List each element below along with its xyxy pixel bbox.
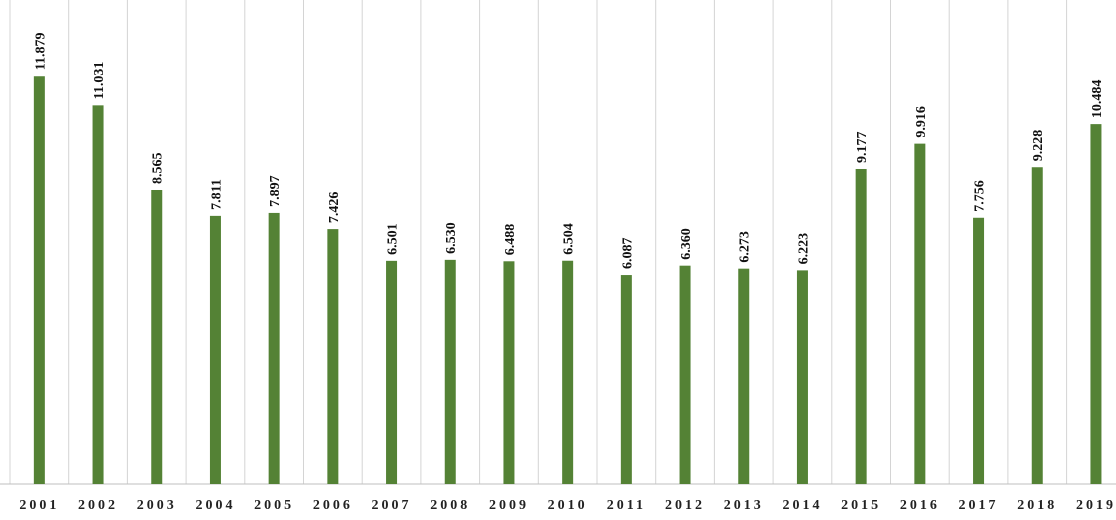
x-tick-label-2008: 2008 (430, 498, 470, 513)
bar-2019 (1090, 124, 1102, 484)
data-label-2005: 7.897 (268, 175, 283, 207)
bar-2012 (679, 265, 691, 484)
x-tick-label-2018: 2018 (1017, 498, 1057, 513)
data-label-2016: 9.916 (914, 106, 929, 138)
data-label-2017: 7.756 (973, 180, 988, 212)
data-label-2011: 6.087 (620, 238, 635, 270)
data-label-2007: 6.501 (386, 223, 401, 255)
x-tick-label-2001: 2001 (19, 498, 59, 513)
data-label-2013: 6.273 (738, 231, 753, 263)
data-label-2010: 6.504 (562, 223, 577, 255)
data-label-2014: 6.223 (796, 233, 811, 265)
bar-2017 (973, 217, 985, 484)
bar-2009 (503, 261, 515, 484)
bar-2010 (562, 260, 574, 484)
bar-2005 (268, 212, 280, 485)
bar-2018 (1031, 167, 1043, 485)
data-label-2012: 6.360 (679, 228, 694, 260)
data-label-2019: 10.484 (1090, 80, 1105, 119)
x-tick-label-2014: 2014 (782, 498, 822, 513)
data-label-2001: 11.879 (33, 33, 48, 71)
x-tick-label-2010: 2010 (548, 498, 588, 513)
x-tick-label-2005: 2005 (254, 498, 294, 513)
data-label-2018: 9.228 (1031, 130, 1046, 162)
x-tick-label-2002: 2002 (78, 498, 118, 513)
bar-2008 (444, 259, 456, 484)
x-tick-label-2016: 2016 (900, 498, 940, 513)
bar-2011 (620, 275, 632, 484)
x-tick-label-2009: 2009 (489, 498, 529, 513)
grid-lines (0, 0, 1116, 485)
x-tick-label-2012: 2012 (665, 498, 705, 513)
bar-2003 (151, 189, 163, 485)
bar-2002 (92, 105, 104, 485)
x-tick-label-2017: 2017 (959, 498, 999, 513)
x-axis-tick-labels: 2001 2002 2003 2004 2005 2006 2007 2008 2009 2010… (19, 498, 1116, 513)
x-tick-label-2004: 2004 (195, 498, 235, 513)
bars (33, 76, 1102, 485)
data-label-2002: 11.031 (92, 62, 107, 100)
x-tick-label-2013: 2013 (724, 498, 764, 513)
bar-2014 (796, 270, 808, 484)
x-tick-label-2007: 2007 (372, 498, 412, 513)
x-tick-label-2019: 2019 (1076, 498, 1116, 513)
x-tick-label-2011: 2011 (607, 498, 646, 513)
x-tick-label-2006: 2006 (313, 498, 353, 513)
bar-2013 (738, 268, 750, 484)
data-label-2015: 9.177 (855, 131, 870, 163)
x-tick-label-2015: 2015 (841, 498, 881, 513)
bar-2006 (327, 229, 339, 484)
data-labels: 11.879 11.031 8.565 7.811 7.897 7.426 6.501 6.5… (33, 33, 1105, 270)
x-tick-label-2003: 2003 (137, 498, 177, 513)
bar-2001 (33, 76, 45, 484)
data-label-2006: 7.426 (327, 192, 342, 224)
bar-2015 (855, 168, 867, 484)
data-label-2008: 6.530 (444, 222, 459, 254)
data-label-2004: 7.811 (209, 179, 224, 210)
data-label-2003: 8.565 (151, 152, 166, 184)
bar-2004 (209, 215, 221, 484)
bar-2016 (914, 143, 926, 485)
bar-2007 (386, 260, 398, 484)
data-label-2009: 6.488 (503, 224, 518, 256)
